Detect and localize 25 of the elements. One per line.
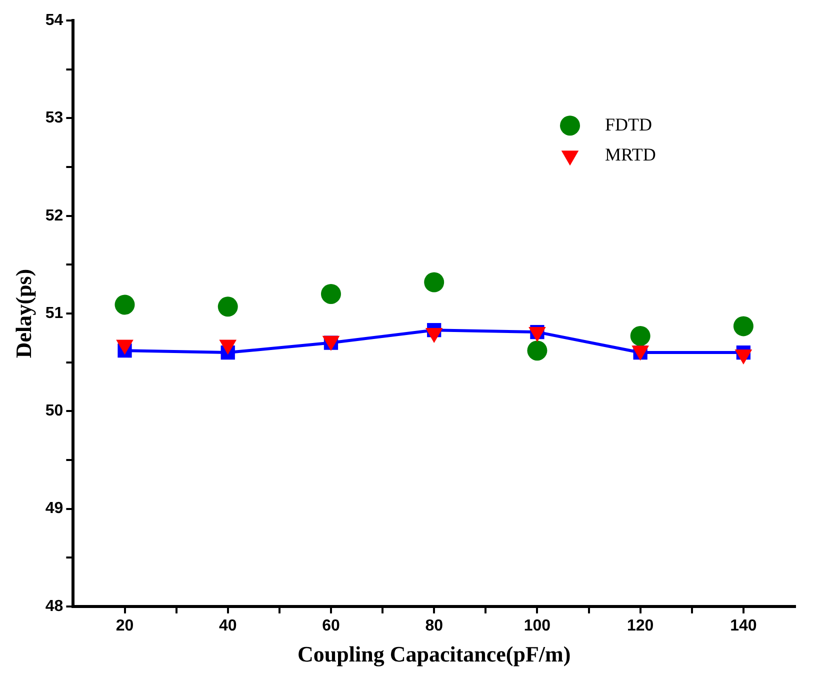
x-tick-label: 20 xyxy=(116,617,134,634)
y-tick-label: 50 xyxy=(45,402,64,420)
y-tick-label: 49 xyxy=(45,500,64,518)
x-tick-label: 100 xyxy=(524,617,551,634)
point xyxy=(630,326,650,346)
point xyxy=(114,294,135,315)
x-tick-label: 40 xyxy=(218,617,237,634)
point xyxy=(218,296,238,317)
x-tick-label: 80 xyxy=(425,617,444,634)
point xyxy=(527,340,548,361)
x-axis-title: Coupling Capacitance(pF/m) xyxy=(298,641,571,666)
x-tick-label: 140 xyxy=(730,617,757,634)
y-tick-label: 53 xyxy=(45,110,64,127)
x-tick-label: 120 xyxy=(626,617,654,634)
x-tick-label: 60 xyxy=(322,617,340,634)
point xyxy=(424,272,444,292)
point xyxy=(733,316,754,336)
y-tick-label: 48 xyxy=(45,598,64,615)
y-tick-label: 52 xyxy=(45,207,64,224)
legend-label: MRTD xyxy=(605,144,656,164)
y-tick-label: 54 xyxy=(45,12,64,30)
y-axis-title: Delay(ps) xyxy=(10,268,36,358)
y-tick-label: 51 xyxy=(45,304,64,322)
legend-label: FDTD xyxy=(605,114,652,134)
point xyxy=(320,284,341,304)
